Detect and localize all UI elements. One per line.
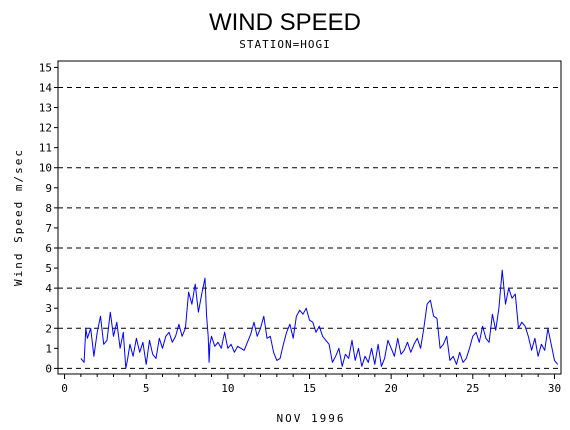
y-tick-label: 3 <box>45 302 52 315</box>
y-axis-label: Wind Speed m/sec <box>12 148 25 286</box>
chart-title: WIND SPEED <box>209 9 361 36</box>
y-tick-label: 5 <box>45 262 52 275</box>
plot-frame <box>57 60 562 375</box>
x-tick-label: 0 <box>61 382 68 395</box>
y-tick-label: 10 <box>39 162 52 175</box>
y-tick-label: 6 <box>45 242 52 255</box>
y-tick-label: 2 <box>45 322 52 335</box>
y-tick-label: 11 <box>39 142 52 155</box>
x-axis-label: NOV 1996 <box>277 412 346 425</box>
y-tick-label: 13 <box>39 102 52 115</box>
x-tick-label: 10 <box>221 382 234 395</box>
y-tick-label: 0 <box>45 362 52 375</box>
y-tick-label: 7 <box>45 222 52 235</box>
y-tick-label: 4 <box>45 282 52 295</box>
chart-subtitle: STATION=HOGI <box>239 38 330 51</box>
y-tick-label: 14 <box>39 81 53 94</box>
axes <box>57 60 562 375</box>
y-tick-label: 12 <box>39 122 52 135</box>
y-tick-label: 1 <box>45 342 52 355</box>
x-tick-label: 20 <box>385 382 398 395</box>
x-tick-label: 15 <box>303 382 316 395</box>
x-tick-label: 30 <box>548 382 561 395</box>
series-layer <box>80 269 559 369</box>
series-line-wind-speed <box>80 269 559 369</box>
gridlines <box>58 86 561 369</box>
x-tick-label: 5 <box>143 382 150 395</box>
y-tick-label: 9 <box>45 182 52 195</box>
x-tick-label: 25 <box>466 382 479 395</box>
y-tick-label: 8 <box>45 202 52 215</box>
y-tick-label: 15 <box>39 61 52 74</box>
